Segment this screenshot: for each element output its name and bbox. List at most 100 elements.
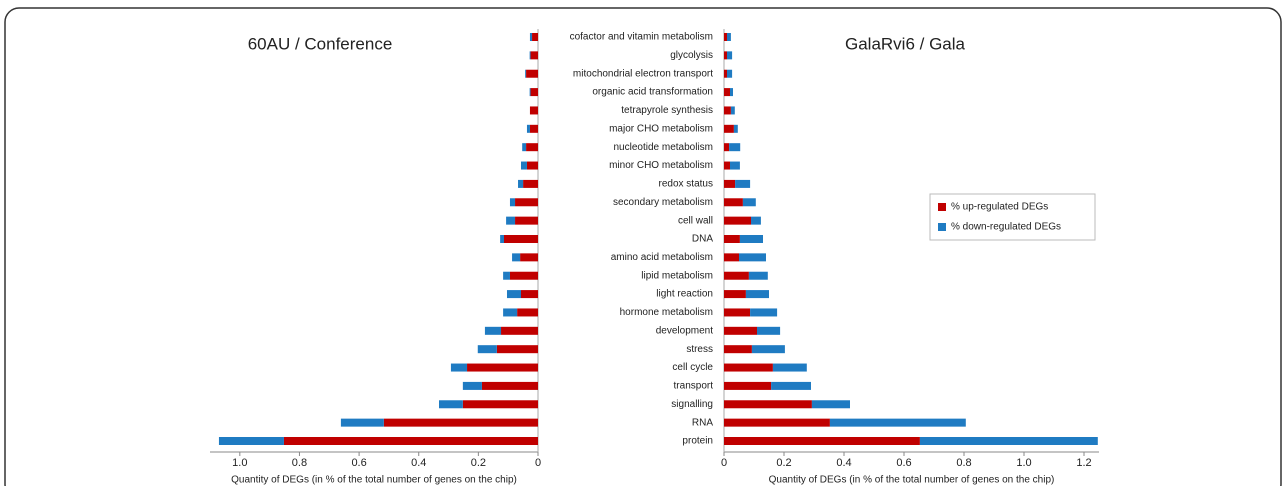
category-label: stress <box>686 344 713 355</box>
category-label: lipid metabolism <box>641 270 713 281</box>
bar <box>529 106 538 115</box>
bar <box>724 88 730 97</box>
category-label: redox status <box>659 179 713 190</box>
bar <box>526 143 538 152</box>
bar <box>724 124 734 133</box>
bar <box>724 326 757 335</box>
bar <box>724 69 727 78</box>
legend-swatch <box>938 203 946 211</box>
category-label: RNA <box>692 417 713 428</box>
x-tick-label: 1.2 <box>1076 457 1091 469</box>
bar <box>727 51 733 60</box>
bar <box>724 308 751 317</box>
category-label: development <box>656 325 713 336</box>
category-label: cofactor and vitamin metabolism <box>570 32 713 43</box>
bar <box>724 290 746 299</box>
category-label: organic acid transformation <box>592 87 713 98</box>
bar <box>745 290 769 299</box>
bar <box>526 69 538 78</box>
bar <box>772 363 807 372</box>
category-label: signalling <box>671 399 713 410</box>
bar <box>484 326 502 335</box>
bar <box>529 124 538 133</box>
bar <box>481 381 538 390</box>
bar <box>724 51 727 60</box>
bar <box>829 418 966 427</box>
bar <box>724 179 736 188</box>
bar <box>522 143 527 152</box>
bar <box>735 179 751 188</box>
x-axis-title: Quantity of DEGs (in % of the total numb… <box>769 475 1055 486</box>
bar <box>506 216 516 225</box>
x-tick-label: 0 <box>721 457 727 469</box>
frame <box>4 7 1282 486</box>
bar <box>462 381 482 390</box>
category-label: transport <box>674 381 714 392</box>
x-tick-label: 0.4 <box>411 457 426 469</box>
bar <box>724 235 740 243</box>
bar <box>439 400 463 409</box>
x-tick-label: 0.8 <box>956 457 971 469</box>
category-label: nucleotide metabolism <box>614 142 714 153</box>
bar <box>724 437 920 445</box>
bar <box>526 161 538 170</box>
legend-label: % up-regulated DEGs <box>951 202 1048 213</box>
bar <box>730 106 735 115</box>
x-tick-label: 0.2 <box>776 457 791 469</box>
bar <box>751 345 785 354</box>
bar <box>523 179 538 188</box>
bar <box>518 179 524 188</box>
category-label: glycolysis <box>670 50 713 61</box>
x-tick-label: 0.4 <box>836 457 851 469</box>
bar <box>727 33 731 41</box>
bar <box>750 308 778 317</box>
bar <box>724 400 812 409</box>
bar <box>477 345 497 354</box>
bar <box>742 198 756 207</box>
x-tick-label: 1.0 <box>232 457 247 469</box>
x-tick-label: 1.0 <box>1016 457 1031 469</box>
bar <box>530 88 538 97</box>
bar <box>503 308 518 317</box>
bar <box>526 124 530 133</box>
bar <box>496 345 538 354</box>
category-label: mitochondrial electron transport <box>573 68 713 79</box>
category-label: light reaction <box>656 289 713 300</box>
category-label: amino acid metabolism <box>611 252 713 263</box>
bar <box>748 271 768 280</box>
bar <box>503 271 510 280</box>
bar <box>724 271 749 280</box>
bar <box>509 271 538 280</box>
bar <box>506 290 522 299</box>
bar <box>340 418 384 427</box>
bar <box>724 161 730 170</box>
bar <box>919 437 1098 445</box>
bar <box>724 363 773 372</box>
bar <box>724 33 727 41</box>
bar <box>739 235 763 243</box>
bar <box>529 33 533 41</box>
x-tick-label: 0 <box>535 457 541 469</box>
bar <box>724 381 772 390</box>
bar <box>724 106 731 115</box>
legend-swatch <box>938 223 946 231</box>
bar <box>521 290 538 299</box>
bar <box>515 216 538 225</box>
category-label: protein <box>682 436 713 447</box>
category-label: tetrapyrole synthesis <box>621 105 713 116</box>
bar <box>724 418 830 427</box>
category-label: DNA <box>692 234 713 245</box>
bar <box>724 198 743 207</box>
bar <box>751 216 761 225</box>
bar <box>512 253 521 262</box>
bar <box>529 51 531 60</box>
bar <box>525 69 527 78</box>
bar <box>501 326 538 335</box>
bar <box>515 198 538 207</box>
bar <box>467 363 538 372</box>
legend-label: % down-regulated DEGs <box>951 222 1061 233</box>
bar <box>730 88 733 97</box>
bar <box>724 143 730 152</box>
bar <box>733 124 738 133</box>
